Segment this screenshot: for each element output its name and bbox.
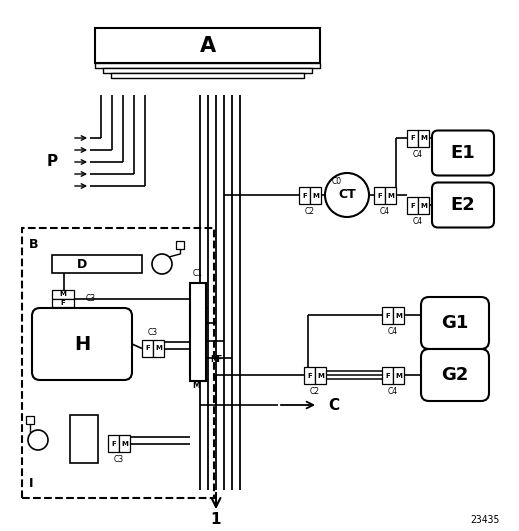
Bar [52, 298, 74, 307]
Text: E2: E2 [450, 196, 475, 214]
Text: C2: C2 [310, 387, 320, 396]
Bar [407, 197, 418, 214]
FancyBboxPatch shape [432, 183, 494, 227]
Text: F: F [145, 346, 150, 352]
Text: M: M [121, 441, 128, 447]
Bar [407, 130, 418, 147]
Bar [310, 187, 321, 204]
Bar [52, 290, 74, 298]
FancyBboxPatch shape [432, 131, 494, 176]
Text: E1: E1 [450, 144, 475, 162]
Text: M: M [155, 346, 162, 352]
Bar [52, 255, 142, 273]
Text: 1: 1 [211, 512, 221, 527]
Bar [299, 187, 310, 204]
Text: C4: C4 [380, 207, 390, 216]
Bar [315, 367, 326, 384]
Bar [108, 435, 119, 452]
Text: M: M [420, 135, 427, 141]
Text: C4: C4 [413, 150, 423, 159]
Text: F: F [410, 135, 415, 141]
Circle shape [28, 430, 48, 450]
Bar [95, 63, 320, 68]
Text: F: F [302, 193, 307, 199]
Text: M: M [395, 313, 402, 319]
Text: C3: C3 [148, 328, 158, 337]
Text: F: F [410, 202, 415, 209]
Text: H: H [74, 335, 90, 354]
Text: M: M [317, 373, 324, 379]
Bar [393, 307, 404, 324]
Text: F: F [377, 193, 382, 199]
Text: F: F [307, 373, 312, 379]
Bar [103, 68, 312, 73]
Text: M: M [192, 381, 200, 390]
Bar [153, 340, 164, 357]
Text: C3: C3 [114, 455, 124, 464]
Bar [418, 130, 429, 147]
FancyBboxPatch shape [32, 308, 132, 380]
Bar [26, 416, 34, 424]
Text: F: F [385, 313, 390, 319]
Text: F: F [111, 441, 116, 447]
Text: P: P [47, 155, 58, 169]
Text: M: M [210, 355, 218, 364]
Text: A: A [199, 36, 215, 56]
Bar [190, 283, 206, 381]
Text: I: I [29, 477, 34, 490]
Text: C: C [328, 398, 339, 413]
Text: C4: C4 [413, 217, 423, 226]
Text: C1: C1 [193, 269, 203, 278]
Bar [70, 415, 98, 463]
Text: D: D [77, 258, 87, 270]
Text: C4: C4 [388, 387, 398, 396]
Text: G2: G2 [441, 366, 469, 384]
Text: G1: G1 [441, 314, 469, 332]
Text: M: M [395, 373, 402, 379]
Bar [142, 340, 153, 357]
Bar [385, 187, 396, 204]
Bar [304, 367, 315, 384]
Bar [119, 435, 130, 452]
Bar [418, 197, 429, 214]
Text: M: M [312, 193, 319, 199]
Text: CT: CT [338, 189, 356, 201]
FancyBboxPatch shape [421, 349, 489, 401]
Text: C4: C4 [388, 327, 398, 336]
Text: C0: C0 [332, 176, 342, 185]
FancyBboxPatch shape [421, 297, 489, 349]
Circle shape [152, 254, 172, 274]
Bar [95, 28, 320, 63]
Bar [22, 228, 214, 498]
Text: F: F [61, 300, 65, 306]
Text: F: F [216, 355, 221, 364]
Text: C2: C2 [305, 207, 315, 216]
Text: M: M [420, 202, 427, 209]
Text: C3: C3 [86, 294, 96, 303]
Bar [374, 187, 385, 204]
Bar [382, 367, 393, 384]
Bar [176, 241, 184, 249]
Circle shape [325, 173, 369, 217]
Bar [111, 73, 304, 78]
Text: 23435: 23435 [471, 515, 500, 525]
Text: B: B [29, 238, 38, 251]
Text: M: M [60, 291, 66, 297]
Text: F: F [385, 373, 390, 379]
Bar [382, 307, 393, 324]
Bar [393, 367, 404, 384]
Text: M: M [387, 193, 394, 199]
